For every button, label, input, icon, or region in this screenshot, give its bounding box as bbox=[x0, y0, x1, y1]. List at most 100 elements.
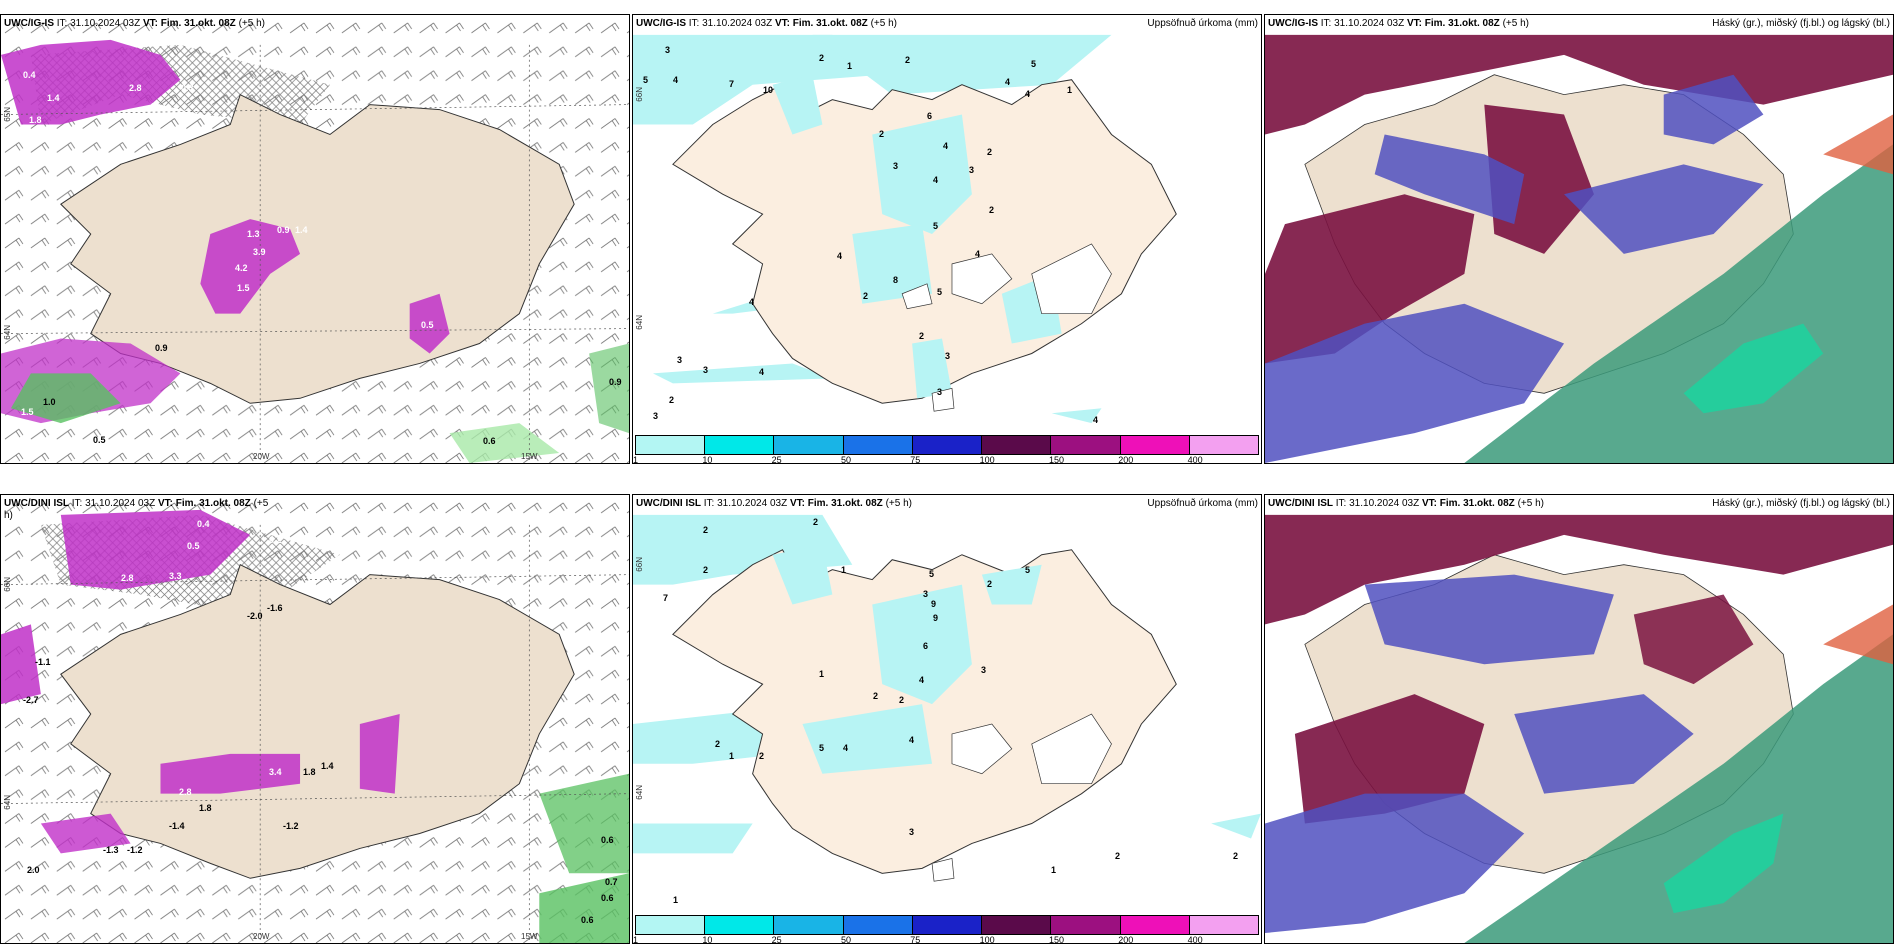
value-label: 3 bbox=[665, 45, 671, 55]
lon-label: 15W bbox=[521, 932, 538, 941]
lat-label: 65N bbox=[3, 107, 12, 122]
colorbar-cell bbox=[636, 436, 706, 454]
value-label: 4 bbox=[1025, 89, 1031, 99]
value-label: 1.5 bbox=[21, 407, 34, 417]
value-label: 2 bbox=[1115, 851, 1121, 861]
value-label: 2 bbox=[863, 291, 869, 301]
colorbar-cell bbox=[1051, 436, 1121, 454]
precip-colorbar: 1 10 25 50 75 100 150 200 400 bbox=[633, 435, 1259, 464]
value-label: 2.8 bbox=[129, 83, 142, 93]
colorbar-cell bbox=[774, 916, 844, 934]
value-label: 3.3 bbox=[169, 571, 182, 581]
value-label: 0.3 bbox=[51, 591, 64, 601]
value-label: 0.7 bbox=[605, 877, 618, 887]
value-label: 4 bbox=[843, 743, 849, 753]
value-label: 2 bbox=[873, 691, 879, 701]
colorbar-label: 1 bbox=[633, 455, 639, 464]
value-label: 4.2 bbox=[235, 263, 248, 273]
colorbar-label: 10 bbox=[702, 935, 713, 944]
colorbar-label: 200 bbox=[1118, 935, 1134, 944]
lon-label: 20W bbox=[253, 932, 270, 941]
value-label: 4 bbox=[837, 251, 843, 261]
value-label: 4 bbox=[975, 249, 981, 259]
value-label: 3 bbox=[909, 827, 915, 837]
value-label: 1 bbox=[729, 751, 735, 761]
value-label: -1.4 bbox=[169, 821, 185, 831]
value-label: 0.5 bbox=[421, 320, 434, 330]
value-label: 4 bbox=[759, 367, 765, 377]
colorbar-cell bbox=[1189, 436, 1258, 454]
colorbar-label: 100 bbox=[979, 935, 995, 944]
value-label: 2 bbox=[759, 751, 765, 761]
colorbar-label: 10 bbox=[702, 455, 713, 464]
value-label: 5 bbox=[937, 287, 943, 297]
value-label: 1.4 bbox=[321, 761, 334, 771]
colorbar-label: 50 bbox=[840, 455, 851, 464]
colorbar-cell bbox=[1120, 916, 1190, 934]
value-label: 1 bbox=[847, 61, 853, 71]
colorbar-cells bbox=[635, 435, 1259, 455]
value-label: -2.7 bbox=[23, 695, 39, 705]
value-label: 3 bbox=[969, 165, 975, 175]
colorbar-cell bbox=[912, 916, 983, 934]
panel-dini-cloud: UWC/DINI ISL IT: 31.10.2024 03Z VT: Fim.… bbox=[1264, 494, 1894, 944]
colorbar-label: 75 bbox=[910, 455, 921, 464]
value-label: 1.8 bbox=[303, 767, 316, 777]
panel-ig-precip: UWC/IG-IS IT: 31.10.2024 03Z VT: Fim. 31… bbox=[632, 14, 1262, 464]
panel-right-title: Háský (gr.), miðský (fj.bl.) og lágský (… bbox=[1712, 498, 1890, 509]
iceland-land bbox=[672, 549, 1177, 874]
panel-title: UWC/IG-IS IT: 31.10.2024 03Z VT: Fim. 31… bbox=[636, 18, 897, 29]
value-label: 3 bbox=[677, 355, 683, 365]
value-label: 5 bbox=[933, 221, 939, 231]
value-label: -1.6 bbox=[267, 603, 283, 613]
value-label: 2 bbox=[919, 331, 925, 341]
colorbar-cells bbox=[635, 915, 1259, 935]
value-label: 2 bbox=[879, 129, 885, 139]
value-label: 0.6 bbox=[483, 436, 496, 446]
value-label: 2 bbox=[1233, 851, 1239, 861]
value-label: -2.0 bbox=[247, 611, 263, 621]
value-label: 5 bbox=[929, 569, 935, 579]
value-label: 1 bbox=[841, 565, 847, 575]
panel-dini-wind: UWC/DINI ISL IT: 31.10.2024 03Z VT: Fim.… bbox=[0, 494, 630, 944]
colorbar-label: 200 bbox=[1118, 455, 1134, 464]
value-label: 3 bbox=[923, 589, 929, 599]
colorbar-label: 150 bbox=[1048, 935, 1064, 944]
value-label: 3 bbox=[703, 365, 709, 375]
value-label: -1.3 bbox=[103, 845, 119, 855]
value-label: 0.9 bbox=[277, 225, 290, 235]
colorbar-labels: 1 10 25 50 75 100 150 200 400 bbox=[633, 935, 1259, 944]
value-label: 4 bbox=[919, 675, 925, 685]
value-label: 0.5 bbox=[93, 435, 106, 445]
colorbar-cell bbox=[843, 916, 913, 934]
panel-right-title: Uppsöfnuð úrkoma (mm) bbox=[1147, 498, 1258, 509]
value-label: 2 bbox=[669, 395, 675, 405]
value-label: 3 bbox=[893, 161, 899, 171]
value-label: 4 bbox=[943, 141, 949, 151]
panel-ig-wind: UWC/IG-IS IT: 31.10.2024 03Z VT: Fim. 31… bbox=[0, 14, 630, 464]
value-label: 0.6 bbox=[601, 893, 614, 903]
panel-right-title: Háský (gr.), miðský (fj.bl.) og lágský (… bbox=[1712, 18, 1890, 29]
value-label: 4 bbox=[1093, 415, 1099, 425]
value-label: 0.9 bbox=[609, 377, 622, 387]
colorbar-cell bbox=[1051, 916, 1121, 934]
value-label: 3.4 bbox=[269, 767, 282, 777]
value-label: 0.3 bbox=[181, 83, 194, 93]
colorbar-cell bbox=[982, 436, 1052, 454]
panel-title: UWC/DINI ISL IT: 31.10.2024 03Z VT: Fim.… bbox=[4, 498, 269, 521]
colorbar-label: 400 bbox=[1187, 935, 1203, 944]
value-label: 4 bbox=[673, 75, 679, 85]
panel-right-title: Uppsöfnuð úrkoma (mm) bbox=[1147, 18, 1258, 29]
panel-title: UWC/DINI ISL IT: 31.10.2024 03Z VT: Fim.… bbox=[1268, 498, 1544, 509]
colorbar-cell bbox=[912, 436, 983, 454]
value-label: 1.0 bbox=[43, 397, 56, 407]
value-label: 2 bbox=[987, 579, 993, 589]
precip-colorbar: 1 10 25 50 75 100 150 200 400 bbox=[633, 915, 1259, 944]
colorbar-label: 50 bbox=[840, 935, 851, 944]
value-label: -1.2 bbox=[283, 821, 299, 831]
lat-label: 66N bbox=[3, 577, 12, 592]
colorbar-cell bbox=[705, 436, 775, 454]
value-label: 2.0 bbox=[27, 865, 40, 875]
colorbar-label: 25 bbox=[771, 935, 782, 944]
lat-label: 64N bbox=[3, 325, 12, 340]
